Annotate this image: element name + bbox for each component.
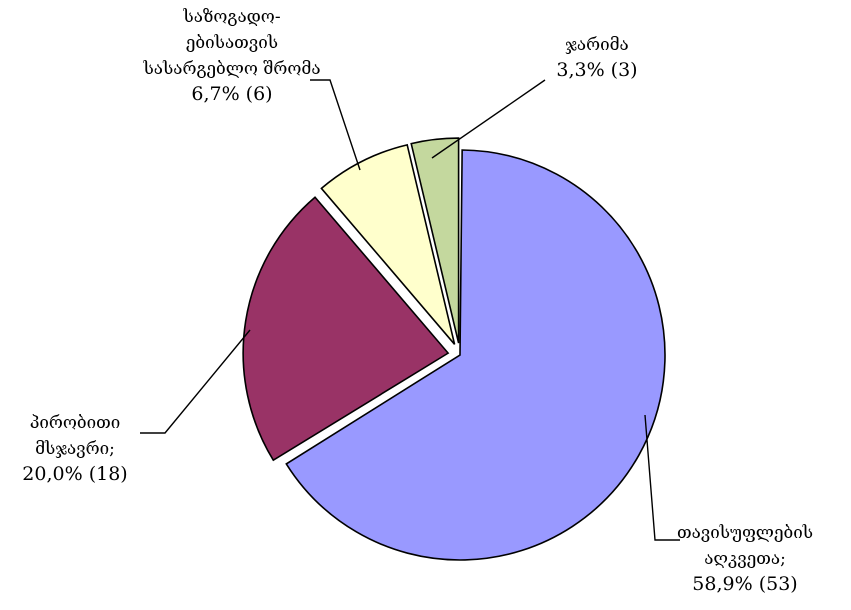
leader-line-1 <box>644 414 680 541</box>
leader-lines <box>140 79 680 541</box>
leader-line-3 <box>310 79 361 171</box>
leader-line-4 <box>431 79 546 159</box>
slice-4-category-label: ჯარიმა <box>565 35 628 55</box>
data-labels: თავისუფლების აღკვეთა; 58,9% (53) პირობითი მს… <box>22 7 813 595</box>
slice-1-category-label: თავისუფლების <box>677 523 813 543</box>
slice-1-value-label: 58,9% (53) <box>692 573 797 595</box>
pie-slices <box>242 137 666 561</box>
slice-3-category-label: საზოგადო- <box>182 7 280 27</box>
pie-slice-4 <box>410 137 460 344</box>
slice-4-value-label: 3,3% (3) <box>556 59 637 81</box>
pie-slice-2 <box>242 196 450 462</box>
leader-line-2 <box>140 329 251 434</box>
slice-1-category-label: აღკვეთა; <box>704 549 786 569</box>
pie-slice-1 <box>285 149 666 561</box>
slice-2-value-label: 20,0% (18) <box>22 463 127 485</box>
slice-3-value-label: 6,7% (6) <box>191 83 272 105</box>
slice-2-category-label: პირობითი <box>30 413 121 433</box>
pie-slice-3 <box>320 143 456 345</box>
slice-3-category-label: ებისათვის <box>186 33 278 53</box>
slice-3-category-label: სასარგებლო შრომა <box>142 59 320 79</box>
slice-2-category-label: მსჯავრი; <box>35 439 115 459</box>
